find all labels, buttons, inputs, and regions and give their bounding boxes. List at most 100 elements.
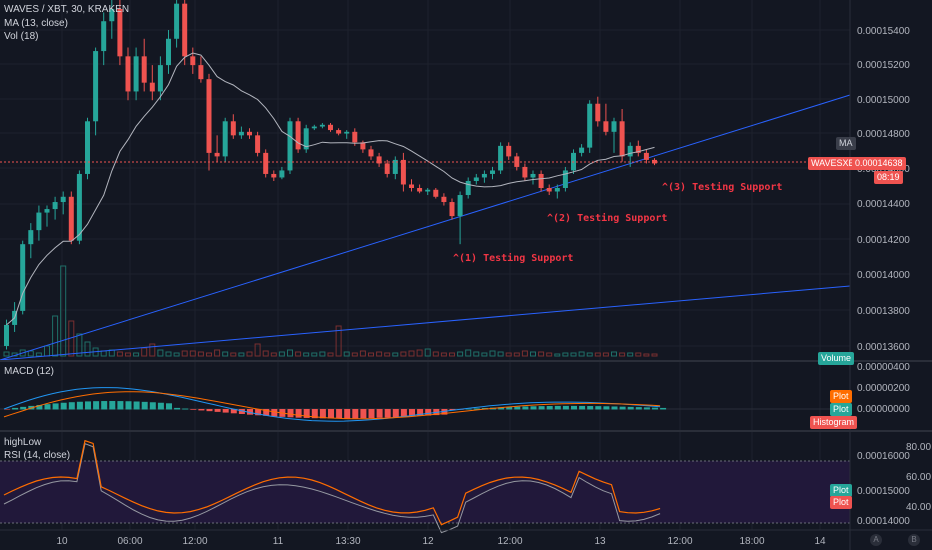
volume-bar xyxy=(141,347,148,357)
volume-bar xyxy=(586,352,593,357)
macd-hist-bar xyxy=(652,407,658,410)
volume-bar xyxy=(392,352,399,357)
macd-hist-bar xyxy=(619,406,626,410)
settings-b-icon[interactable]: B xyxy=(908,534,920,546)
price-tick: 0.00015200 xyxy=(857,60,910,71)
volume-bar xyxy=(230,352,237,357)
volume-bar xyxy=(384,352,391,357)
macd-legend[interactable]: MACD (12) xyxy=(4,366,55,377)
candle xyxy=(457,195,463,217)
volume-bar xyxy=(214,349,221,357)
volume-bar xyxy=(270,352,277,357)
macd-hist-bar xyxy=(174,407,181,410)
macd-hist-bar xyxy=(425,409,432,416)
candle xyxy=(68,196,74,241)
candle xyxy=(441,196,447,203)
candle xyxy=(530,173,536,178)
volume-bar xyxy=(594,352,601,357)
candle xyxy=(538,173,544,188)
candle xyxy=(125,56,131,92)
annotation-support-2[interactable]: ^(2) Testing Support xyxy=(547,213,668,224)
price-tick: 0.00014000 xyxy=(857,270,910,281)
candle xyxy=(255,135,261,153)
candle xyxy=(506,145,512,157)
macd-hist-bar xyxy=(68,402,75,410)
rsi-legend[interactable]: RSI (14, close) xyxy=(4,450,71,461)
volume-bar xyxy=(481,352,488,357)
volume-bar xyxy=(303,352,310,357)
candle xyxy=(473,177,479,181)
candle xyxy=(619,121,625,157)
macd-hist-bar xyxy=(230,409,237,414)
candle xyxy=(28,230,34,245)
volume-bar xyxy=(3,351,10,357)
time-tick: 12 xyxy=(422,536,434,547)
price-tick: 0.00014200 xyxy=(857,235,910,246)
rsi-band xyxy=(0,461,850,523)
volume-bar xyxy=(449,352,455,357)
macd-hist-bar xyxy=(271,409,278,417)
macd-hist-bar xyxy=(352,409,359,419)
volume-bar xyxy=(327,352,334,357)
volume-bar xyxy=(416,349,423,357)
candle xyxy=(627,145,633,157)
price-tick: 0.00013800 xyxy=(857,306,910,317)
candle xyxy=(174,3,180,39)
macd-hist-bar xyxy=(554,405,561,410)
macd-hist-bar xyxy=(20,406,27,410)
volume-bar xyxy=(611,351,617,357)
symbol-legend[interactable]: WAVES / XBT, 30, KRAKEN xyxy=(4,4,130,15)
volume-bar xyxy=(505,352,512,357)
candle xyxy=(481,173,487,178)
candle xyxy=(52,202,58,210)
macd-hist-bar xyxy=(52,403,59,410)
candle xyxy=(271,173,277,178)
moving-average-line xyxy=(6,52,655,326)
macd-hist-bar xyxy=(222,409,229,413)
macd-hist-bar xyxy=(12,407,19,410)
vol-legend[interactable]: Vol (18) xyxy=(4,31,39,42)
annotation-support-1[interactable]: ^(1) Testing Support xyxy=(453,253,574,264)
rsi-tick: 80.00 xyxy=(906,442,932,453)
ma-tag: MA xyxy=(836,137,856,150)
candle xyxy=(303,128,309,150)
highlow-legend[interactable]: highLow xyxy=(4,437,42,448)
candle xyxy=(376,156,382,164)
macd-plot-tag-1: Plot xyxy=(830,390,852,403)
macd-hist-bar xyxy=(409,409,415,417)
candle xyxy=(141,56,147,83)
macd-hist-bar xyxy=(595,406,602,410)
ma-legend[interactable]: MA (13, close) xyxy=(4,18,68,29)
macd-hist-bar xyxy=(368,409,375,419)
trendlines[interactable] xyxy=(0,94,851,361)
highlow-tick: 0.00015000 xyxy=(857,486,910,497)
candle xyxy=(247,131,252,136)
macd-hist-bar xyxy=(206,409,213,412)
volume-bar xyxy=(262,350,269,357)
volume-bar xyxy=(222,351,229,357)
macd-hist-bar xyxy=(498,407,505,410)
macd-hist-bar xyxy=(473,408,480,410)
volume-bar xyxy=(116,351,123,357)
macd-hist-bar xyxy=(190,409,197,410)
volume-bar xyxy=(546,352,553,357)
volume-bar xyxy=(465,349,472,357)
signal-line xyxy=(3,391,661,420)
macd-hist-bar xyxy=(255,409,262,416)
macd-hist-bar xyxy=(635,407,642,410)
macd-hist-bar xyxy=(587,406,594,410)
candle xyxy=(85,121,90,174)
candles[interactable] xyxy=(4,0,657,350)
macd-hist-bar xyxy=(214,409,221,412)
macd-hist-bar xyxy=(141,401,148,410)
macd-hist-bar xyxy=(295,409,302,418)
volume-bar xyxy=(19,349,26,357)
annotation-support-3[interactable]: ^(3) Testing Support xyxy=(662,182,783,193)
auto-scale-icon[interactable]: A xyxy=(870,534,882,546)
macd-hist-bar xyxy=(93,401,100,410)
candle xyxy=(230,121,236,136)
macd-hist-bar xyxy=(660,407,667,410)
volume-bar xyxy=(440,352,447,357)
